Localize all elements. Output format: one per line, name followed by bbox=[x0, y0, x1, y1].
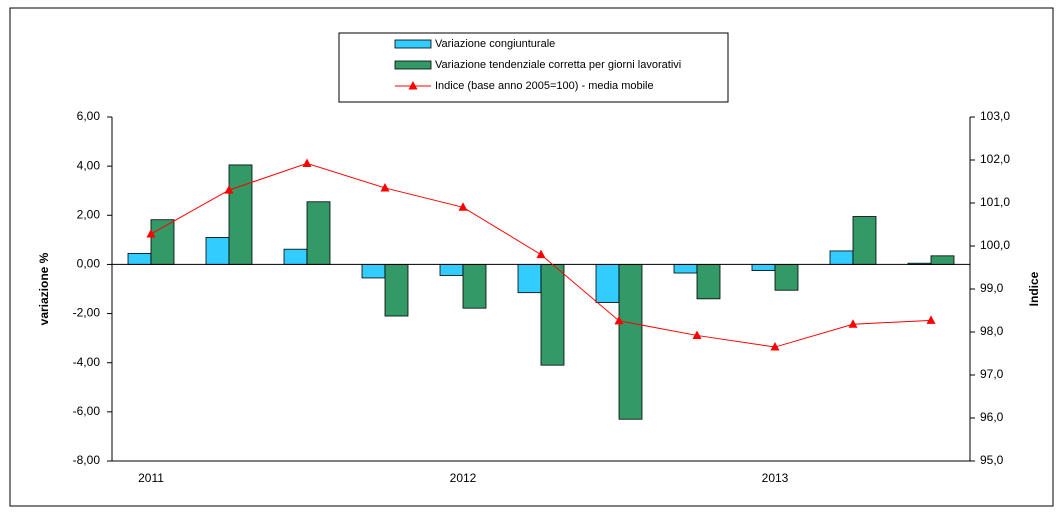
bar bbox=[283, 248, 308, 265]
marker bbox=[458, 202, 468, 211]
x-tick-label: 2013 bbox=[762, 471, 789, 485]
y2-tick-label: 101,0 bbox=[980, 195, 1010, 209]
bar bbox=[774, 264, 799, 291]
bar bbox=[439, 264, 464, 276]
bar bbox=[618, 264, 643, 420]
y2-tick-label: 103,0 bbox=[980, 109, 1010, 123]
x-tick-label: 2011 bbox=[138, 471, 164, 485]
marker bbox=[692, 330, 702, 339]
bar bbox=[462, 264, 487, 309]
bar bbox=[517, 264, 542, 294]
bar bbox=[540, 264, 565, 366]
x-tick-label: 2012 bbox=[450, 471, 477, 485]
y-tick-label: 2,00 bbox=[77, 207, 101, 221]
y2-tick-label: 100,0 bbox=[980, 238, 1010, 252]
y2-axis-title: Indice bbox=[1027, 271, 1041, 306]
marker bbox=[770, 342, 780, 351]
marker bbox=[224, 185, 234, 194]
bar bbox=[673, 264, 698, 274]
legend-label: Indice (base anno 2005=100) - media mobi… bbox=[435, 80, 654, 92]
y-tick-label: 4,00 bbox=[77, 158, 101, 172]
bar bbox=[228, 164, 253, 265]
bar bbox=[852, 216, 877, 265]
marker bbox=[536, 249, 546, 259]
legend-swatch bbox=[394, 60, 432, 70]
legend-marker bbox=[408, 81, 418, 90]
legend-label: Variazione congiunturale bbox=[435, 38, 555, 50]
legend-label: Variazione tendenziale corretta per gior… bbox=[435, 59, 681, 71]
marker bbox=[302, 158, 312, 167]
y2-tick-label: 95,0 bbox=[980, 453, 1004, 467]
y2-tick-label: 98,0 bbox=[980, 324, 1004, 338]
bar bbox=[150, 219, 175, 265]
y2-tick-label: 99,0 bbox=[980, 281, 1004, 295]
y-tick-label: 0,00 bbox=[77, 257, 101, 271]
legend-swatch bbox=[394, 39, 432, 49]
bar bbox=[696, 264, 721, 300]
marker bbox=[146, 228, 156, 238]
bar bbox=[595, 264, 620, 303]
y2-tick-label: 102,0 bbox=[980, 152, 1010, 166]
marker bbox=[380, 182, 390, 192]
y2-tick-label: 96,0 bbox=[980, 410, 1004, 424]
y2-tick-label: 97,0 bbox=[980, 367, 1004, 381]
bar bbox=[361, 264, 386, 279]
y-axis-title: variazione % bbox=[37, 252, 51, 325]
bar bbox=[205, 236, 230, 265]
y-tick-label: -2,00 bbox=[73, 306, 101, 320]
marker bbox=[614, 315, 624, 325]
bar bbox=[829, 250, 854, 265]
y-tick-label: 6,00 bbox=[77, 109, 101, 123]
marker bbox=[848, 319, 858, 328]
bar bbox=[751, 264, 776, 271]
y-tick-label: -8,00 bbox=[73, 453, 101, 467]
y-tick-label: -6,00 bbox=[73, 404, 101, 418]
marker bbox=[926, 315, 936, 324]
bar bbox=[930, 255, 955, 265]
bar bbox=[384, 264, 409, 317]
bar bbox=[127, 252, 152, 265]
y-tick-label: -4,00 bbox=[73, 355, 101, 369]
bar bbox=[306, 201, 331, 265]
